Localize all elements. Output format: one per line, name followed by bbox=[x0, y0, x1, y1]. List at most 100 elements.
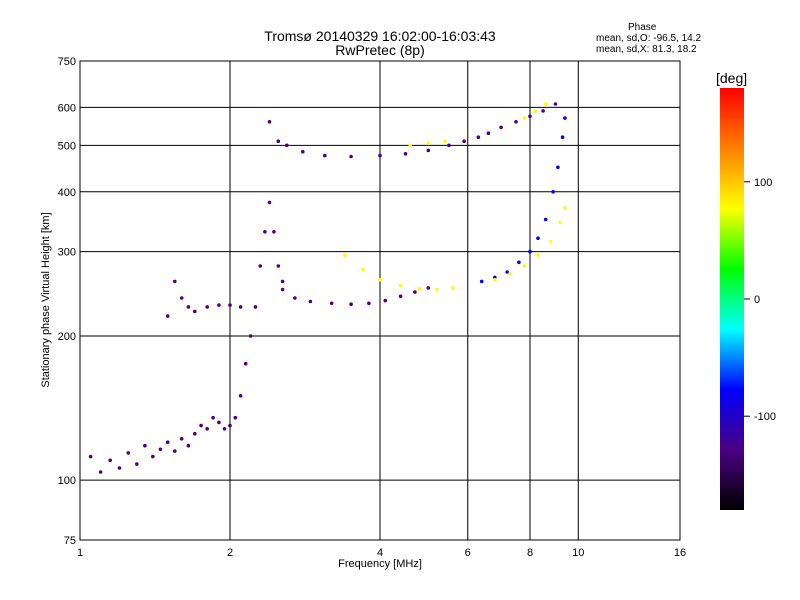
data-point bbox=[186, 305, 191, 309]
data-point bbox=[285, 143, 289, 148]
data-point bbox=[563, 116, 567, 120]
data-point bbox=[426, 148, 431, 153]
data-point bbox=[151, 454, 155, 459]
x-tick-label: 10 bbox=[572, 547, 584, 559]
data-point bbox=[517, 260, 521, 265]
x-tick-label: 2 bbox=[227, 547, 233, 559]
data-point bbox=[165, 314, 170, 318]
data-point bbox=[548, 239, 553, 244]
x-tick-label: 6 bbox=[465, 547, 471, 559]
data-point bbox=[280, 279, 285, 284]
data-point bbox=[217, 303, 221, 307]
data-point bbox=[126, 451, 131, 455]
data-point bbox=[173, 279, 177, 284]
y-tick-label: 400 bbox=[58, 187, 76, 199]
data-point bbox=[108, 458, 112, 463]
chart-subtitle: RwPretec (8p) bbox=[335, 42, 425, 58]
data-point bbox=[349, 154, 353, 159]
data-point bbox=[238, 305, 243, 309]
data-point bbox=[135, 462, 139, 466]
data-point bbox=[563, 206, 567, 210]
data-point bbox=[323, 153, 327, 158]
data-point bbox=[536, 236, 540, 240]
data-point bbox=[508, 271, 512, 276]
y-tick-label: 200 bbox=[58, 331, 76, 343]
plot-frame bbox=[79, 60, 681, 541]
grid-lines bbox=[80, 61, 680, 540]
data-point bbox=[528, 249, 532, 254]
data-point bbox=[193, 309, 197, 314]
data-point bbox=[383, 298, 388, 303]
data-point bbox=[435, 287, 439, 292]
data-point bbox=[522, 264, 527, 268]
x-axis-label: Frequency [MHz] bbox=[338, 558, 422, 570]
colorbar-tick-label: -100 bbox=[754, 411, 776, 423]
y-tick-label: 75 bbox=[64, 535, 76, 547]
x-tick-label: 16 bbox=[674, 547, 686, 559]
data-point bbox=[276, 264, 281, 268]
data-point bbox=[476, 135, 481, 139]
data-point bbox=[243, 361, 248, 366]
data-point bbox=[451, 286, 455, 290]
data-point bbox=[403, 152, 408, 156]
data-point bbox=[505, 270, 510, 274]
data-point bbox=[199, 423, 203, 428]
data-point bbox=[361, 267, 365, 272]
data-point bbox=[398, 283, 403, 288]
data-point bbox=[228, 423, 232, 428]
data-point bbox=[553, 102, 558, 106]
phase-stats-o: mean, sd,O: -96.5, 14.2 bbox=[596, 33, 702, 44]
data-point bbox=[143, 443, 147, 448]
colorbar-unit-label: [deg] bbox=[716, 70, 748, 86]
data-point bbox=[541, 109, 545, 113]
data-point bbox=[499, 125, 503, 130]
data-point bbox=[217, 420, 221, 425]
data-point bbox=[486, 131, 491, 135]
data-point bbox=[248, 334, 253, 338]
data-point bbox=[98, 470, 103, 474]
data-point bbox=[329, 301, 334, 306]
axis-ticks: 1 2 4 6 8 10 16 75 100 200 300 400 500 600 750 bbox=[58, 56, 686, 559]
x-tick-label: 8 bbox=[527, 547, 533, 559]
data-point bbox=[238, 394, 243, 398]
data-point bbox=[349, 302, 353, 307]
data-point bbox=[228, 303, 232, 307]
data-point bbox=[301, 149, 305, 154]
y-axis-label: Stationary phase Virtual Height [km] bbox=[40, 212, 52, 388]
chart-title: Tromsø 20140329 16:02:00-16:03:43 bbox=[264, 28, 496, 44]
data-point bbox=[426, 286, 431, 290]
data-point bbox=[205, 427, 209, 431]
data-point bbox=[528, 114, 532, 119]
data-point bbox=[205, 305, 209, 309]
data-point bbox=[522, 116, 527, 120]
data-point bbox=[343, 253, 347, 257]
data-point bbox=[536, 253, 540, 257]
data-point bbox=[276, 139, 281, 143]
data-point bbox=[479, 279, 484, 284]
data-point bbox=[117, 466, 122, 470]
data-point bbox=[413, 290, 417, 294]
data-point bbox=[558, 220, 562, 225]
data-point bbox=[173, 449, 177, 453]
data-point bbox=[267, 120, 272, 124]
data-point bbox=[514, 120, 518, 124]
data-point bbox=[88, 454, 93, 459]
data-point bbox=[447, 143, 451, 148]
data-point bbox=[233, 415, 238, 420]
data-point bbox=[543, 217, 548, 222]
data-point bbox=[165, 440, 170, 445]
data-points bbox=[88, 102, 567, 474]
colorbar-tick-label: 0 bbox=[754, 294, 760, 306]
colorbar-tick-label: 100 bbox=[754, 177, 772, 189]
data-point bbox=[378, 153, 382, 158]
phase-stats-x: mean, sd,X: 81.3, 18.2 bbox=[596, 44, 697, 55]
data-point bbox=[551, 190, 555, 194]
data-point bbox=[378, 278, 382, 282]
data-point bbox=[158, 447, 163, 452]
colorbar-gradient bbox=[720, 88, 744, 510]
data-point bbox=[258, 264, 263, 268]
data-point bbox=[426, 141, 431, 146]
data-point bbox=[462, 139, 466, 143]
phase-stats-title: Phase bbox=[628, 22, 657, 33]
data-point bbox=[186, 443, 191, 448]
